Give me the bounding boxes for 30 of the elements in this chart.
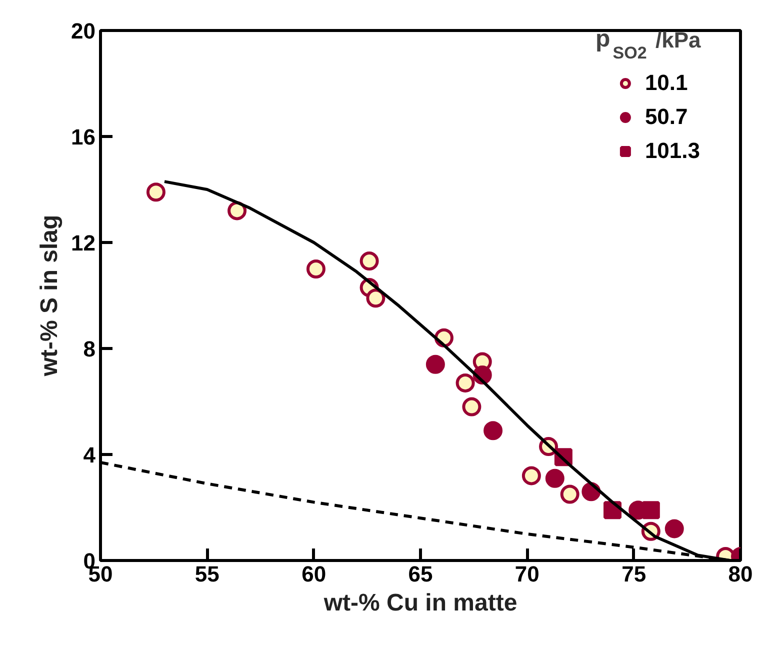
point xyxy=(560,484,580,504)
x-tick-label: 70 xyxy=(514,562,540,586)
point xyxy=(146,182,166,202)
x-tick-label: 55 xyxy=(194,562,220,586)
legend-label: 10.1 xyxy=(644,70,688,96)
point xyxy=(366,288,386,308)
point xyxy=(664,519,684,538)
point xyxy=(306,260,326,278)
point xyxy=(545,468,564,488)
point xyxy=(360,252,379,271)
y-tick-label: 16 xyxy=(71,124,96,150)
y-tick-label: 12 xyxy=(71,230,96,256)
x-tick-label: 80 xyxy=(728,562,753,586)
legend-label: 101.3 xyxy=(644,138,700,164)
y-tick-label: 20 xyxy=(71,18,96,44)
y-tick-label: 4 xyxy=(83,442,96,468)
point xyxy=(426,354,445,374)
point xyxy=(484,421,503,440)
y-axis-title: wt-% S in slag xyxy=(36,214,64,378)
point xyxy=(642,501,660,520)
point xyxy=(522,466,541,486)
x-tick-label: 65 xyxy=(408,562,433,586)
x-tick-label: 75 xyxy=(622,562,646,586)
point xyxy=(462,397,482,416)
legend-label: 50.7 xyxy=(644,104,688,130)
y-tick-label: 8 xyxy=(83,336,96,362)
x-axis-title: wt-% Cu in matte xyxy=(322,590,518,616)
point xyxy=(228,201,247,220)
x-tick-label: 60 xyxy=(302,562,326,586)
point xyxy=(456,373,475,392)
